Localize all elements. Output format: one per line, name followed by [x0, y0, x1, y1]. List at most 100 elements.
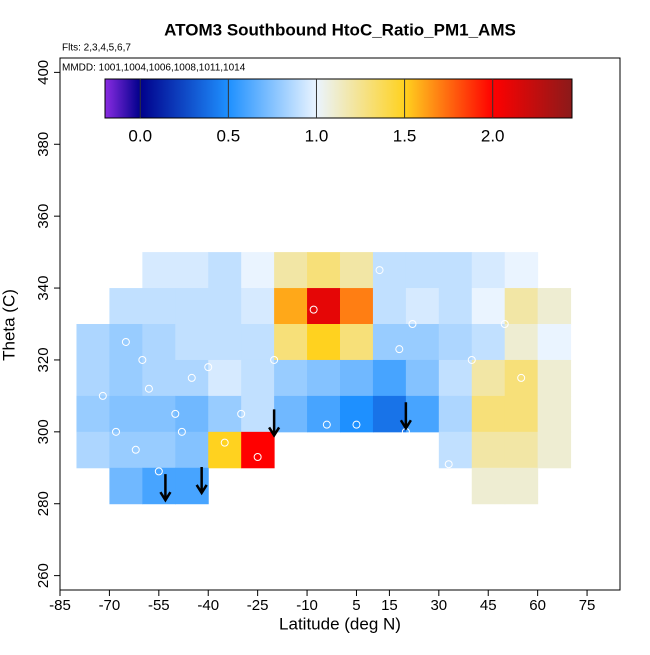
x-tick-label: -70 [99, 597, 121, 614]
heat-cell [76, 359, 110, 397]
heat-cell [274, 395, 308, 433]
heat-cell [340, 324, 374, 361]
y-tick-label: 300 [35, 419, 52, 444]
annotation: MMDD: 1001,1004,1006,1008,1011,1014 [62, 63, 246, 74]
sample-point [154, 467, 163, 476]
x-tick-label: -85 [49, 597, 71, 614]
heat-cell [109, 288, 143, 325]
heat-cell [340, 395, 374, 433]
x-tick-label: -40 [197, 597, 219, 614]
heat-cell [438, 395, 473, 433]
heat-cell [438, 252, 473, 289]
arrow [195, 466, 208, 496]
sample-point [187, 373, 196, 382]
sample-point [177, 427, 186, 436]
x-tick-label: -10 [296, 597, 318, 614]
x-tick-label: 30 [430, 597, 447, 614]
x-tick-label: 15 [381, 597, 398, 614]
heat-cell [241, 288, 275, 325]
heat-cell [504, 467, 539, 505]
heat-cell [175, 431, 209, 469]
heat-cell [504, 431, 539, 469]
heat-cell [438, 431, 473, 469]
heat-cell [274, 324, 308, 361]
colorbar-tick-label: 0.5 [217, 126, 241, 145]
heat-cell [504, 288, 539, 325]
heat-cell [142, 288, 176, 325]
y-tick-label: 360 [35, 204, 52, 229]
chart-title: ATOM3 Southbound HtoC_Ratio_PM1_AMS [164, 20, 516, 39]
heat-cell [471, 431, 506, 469]
heat-cell [471, 359, 506, 397]
sample-point [220, 438, 229, 447]
heat-cell [142, 431, 176, 469]
y-tick-label: 280 [35, 491, 52, 516]
sample-point [253, 453, 262, 461]
heat-cell [340, 252, 374, 289]
heat-cell [405, 288, 440, 325]
heat-cell [175, 288, 209, 325]
colorbar-tick-label: 1.5 [393, 126, 417, 145]
heat-cell [241, 324, 275, 361]
heat-cell [175, 359, 209, 397]
heat-cell [175, 467, 209, 505]
heat-cell [471, 324, 506, 361]
heat-cell [405, 359, 440, 397]
heat-cell [372, 395, 407, 433]
sample-point [352, 420, 361, 429]
heat-cell [307, 324, 341, 361]
heat-cell [537, 359, 572, 397]
heat-cell [142, 324, 176, 361]
heat-cell [372, 359, 407, 397]
heat-cell [274, 359, 308, 397]
y-tick-label: 400 [35, 60, 52, 85]
sample-point [500, 320, 509, 328]
heat-cell [307, 252, 341, 289]
x-tick-label: -25 [247, 597, 269, 614]
sample-point [395, 345, 404, 354]
heat-cell [537, 395, 572, 433]
heat-cell [537, 288, 572, 325]
heat-cell [76, 431, 110, 469]
sample-point [309, 305, 318, 314]
heat-cell [208, 324, 242, 361]
heat-cell [340, 288, 374, 325]
y-tick-label: 340 [35, 276, 52, 301]
heat-cell [307, 359, 341, 397]
heat-cell [537, 431, 572, 469]
heat-cell [142, 359, 176, 397]
heat-cell [109, 431, 143, 469]
heat-cell [405, 395, 440, 433]
heat-cell [471, 467, 506, 505]
sample-point [408, 320, 417, 328]
heat-cell [208, 359, 242, 397]
heat-cell [109, 467, 143, 505]
heat-cell [208, 431, 242, 469]
x-tick-label: 60 [529, 597, 546, 614]
heat-cell [504, 395, 539, 433]
sample-point [112, 427, 120, 436]
x-tick-label: -55 [148, 597, 170, 614]
heat-cell [241, 359, 275, 397]
x-tick-label: 5 [352, 597, 360, 614]
arrow [399, 402, 412, 431]
heat-cell [109, 359, 143, 397]
heat-cell [405, 252, 440, 289]
heat-cell [208, 288, 242, 325]
subtitle: Flts: 2,3,4,5,6,7 [62, 43, 131, 54]
heat-cell [340, 359, 374, 397]
sample-point [270, 355, 279, 364]
heat-cell [76, 395, 110, 433]
heat-cell [471, 252, 506, 289]
x-axis-label: Latitude (deg N) [279, 614, 401, 633]
x-tick-label: 45 [480, 597, 497, 614]
sample-point [237, 409, 246, 418]
sample-point [214, 474, 223, 483]
colorbar [104, 78, 573, 119]
heat-cell [208, 395, 242, 433]
sample-point [467, 355, 476, 364]
heat-cell [438, 324, 473, 361]
colorbar-tick-label: 1.0 [305, 126, 329, 145]
heat-cell [76, 324, 110, 361]
